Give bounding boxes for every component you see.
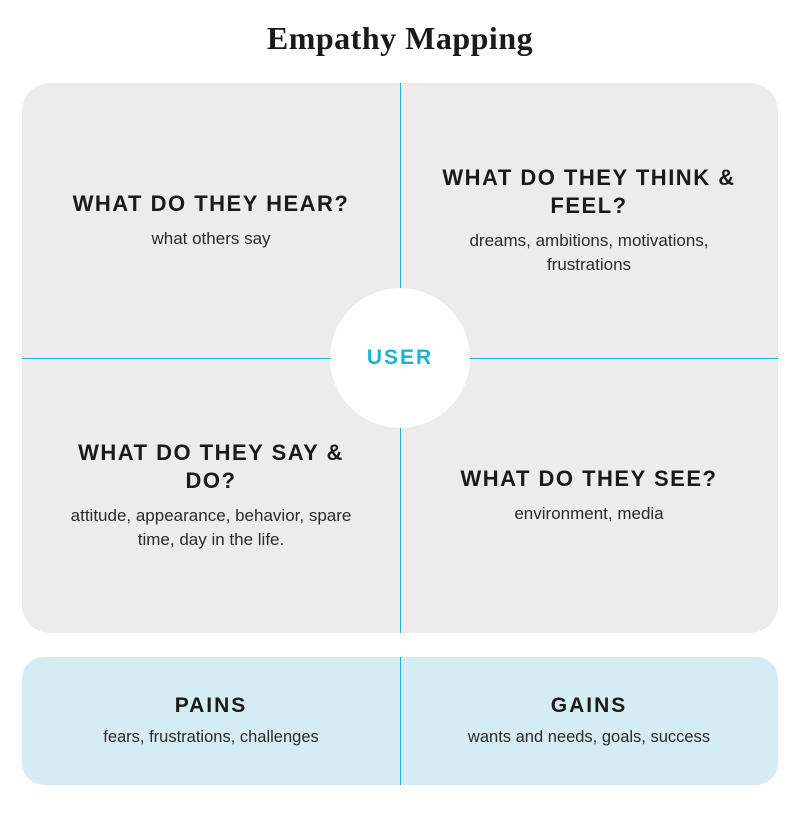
pains-cell: PAINS fears, frustrations, challenges: [22, 657, 400, 785]
quadrant-sub: attitude, appearance, behavior, spare ti…: [66, 504, 356, 552]
quadrant-sub: dreams, ambitions, motivations, frustrat…: [444, 229, 734, 277]
empathy-quadrant: WHAT DO THEY HEAR? what others say WHAT …: [22, 83, 778, 633]
quadrant-heading: WHAT DO THEY THINK & FEEL?: [430, 164, 748, 219]
quadrant-sub: environment, media: [514, 502, 663, 526]
pains-gains-row: PAINS fears, frustrations, challenges GA…: [22, 657, 778, 785]
quadrant-sub: what others say: [151, 227, 270, 251]
quadrant-see: WHAT DO THEY SEE? environment, media: [400, 358, 778, 633]
quadrant-heading: WHAT DO THEY HEAR?: [73, 190, 350, 218]
bottom-sub: fears, frustrations, challenges: [103, 726, 319, 748]
quadrant-heading: WHAT DO THEY SAY & DO?: [52, 439, 370, 494]
gains-cell: GAINS wants and needs, goals, success: [400, 657, 778, 785]
bottom-heading: GAINS: [551, 694, 628, 718]
bottom-sub: wants and needs, goals, success: [468, 726, 710, 748]
page-title: Empathy Mapping: [22, 20, 778, 57]
center-circle: USER: [330, 288, 470, 428]
quadrant-heading: WHAT DO THEY SEE?: [461, 465, 718, 493]
bottom-divider: [400, 657, 401, 785]
bottom-heading: PAINS: [175, 694, 248, 718]
center-label: USER: [367, 346, 433, 370]
